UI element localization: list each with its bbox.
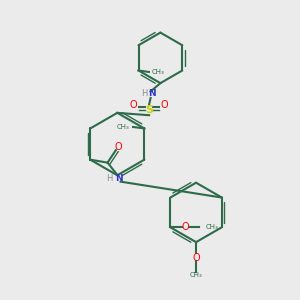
Text: H: H xyxy=(106,174,112,183)
Text: O: O xyxy=(161,100,168,110)
Text: O: O xyxy=(182,222,189,232)
Text: CH₃: CH₃ xyxy=(117,124,130,130)
Text: CH₃: CH₃ xyxy=(190,272,202,278)
Text: O: O xyxy=(114,142,122,152)
Text: O: O xyxy=(130,100,137,110)
Text: O: O xyxy=(192,253,200,262)
Text: S: S xyxy=(145,105,153,115)
Text: H: H xyxy=(141,89,148,98)
Text: CH₃: CH₃ xyxy=(206,224,218,230)
Text: N: N xyxy=(115,174,122,183)
Text: N: N xyxy=(148,89,156,98)
Text: CH₃: CH₃ xyxy=(152,69,165,75)
